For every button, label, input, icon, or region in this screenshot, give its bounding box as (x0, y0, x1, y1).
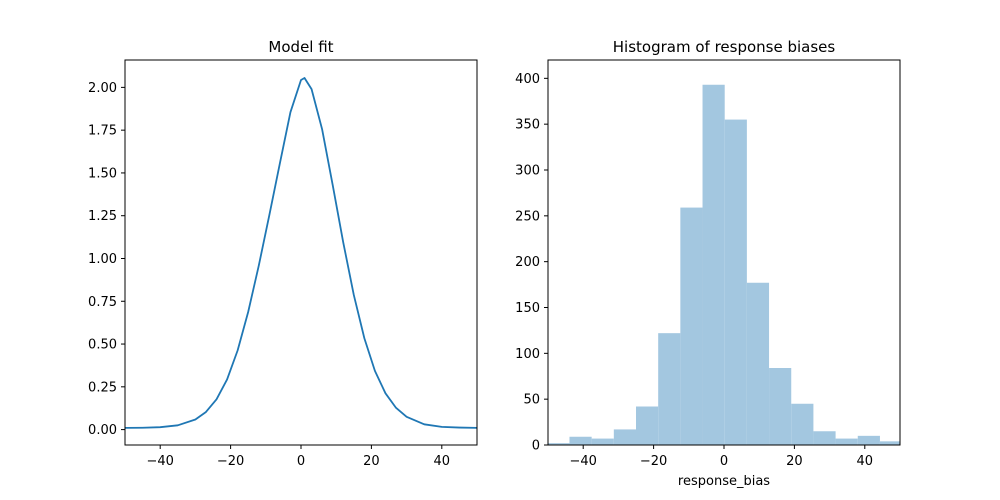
histogram-bar (724, 119, 747, 445)
model-fit-x-axis: −40 −20 0 20 40 (146, 445, 450, 469)
histogram-bar (813, 431, 836, 445)
y-tick-label: 50 (523, 393, 540, 408)
y-tick-label: 150 (515, 301, 540, 316)
y-tick-label: 100 (515, 347, 540, 362)
histogram-bar (613, 429, 636, 445)
model-fit-chart: Model fit −40 −20 0 20 40 0.00 0.25 0.50 0.75 1.… (88, 38, 478, 469)
x-tick-label: 40 (434, 454, 451, 469)
y-tick-label: 1.00 (88, 252, 117, 267)
y-tick-label: 250 (515, 209, 540, 224)
y-tick-label: 0.50 (88, 338, 117, 353)
histogram-bar (769, 368, 792, 445)
histogram-bar (702, 84, 725, 445)
histogram-bar (680, 207, 703, 445)
histogram-bar (569, 436, 592, 445)
y-tick-label: 1.50 (88, 166, 117, 181)
histogram-bar (835, 438, 858, 445)
model-fit-plot-area (124, 77, 478, 429)
y-tick-label: 0.00 (88, 423, 117, 438)
y-tick-label: 200 (515, 255, 540, 270)
histogram-bar (658, 333, 681, 445)
histogram-bar (879, 441, 900, 445)
model-fit-y-axis: 0.00 0.25 0.50 0.75 1.00 1.25 1.50 1.75 2.00 (88, 81, 125, 438)
y-tick-label: 2.00 (88, 81, 117, 96)
y-tick-label: 1.25 (88, 209, 117, 224)
histogram-chart: Histogram of response biases −40 −20 0 20 40… (515, 38, 901, 489)
x-tick-label: −40 (146, 454, 173, 469)
x-tick-label: 20 (363, 454, 380, 469)
model-fit-title: Model fit (268, 38, 333, 56)
x-tick-label: −20 (217, 454, 244, 469)
y-tick-label: 300 (515, 164, 540, 179)
x-tick-label: 0 (720, 454, 728, 469)
histogram-bar (746, 282, 770, 445)
model-fit-line (124, 77, 478, 429)
y-tick-label: 0.75 (88, 295, 117, 310)
y-tick-label: 1.75 (88, 124, 117, 139)
histogram-bar (591, 438, 614, 445)
x-tick-label: 40 (857, 454, 874, 469)
histogram-x-axis: −40 −20 0 20 40 (569, 445, 873, 469)
histogram-bar (857, 435, 880, 445)
histogram-x-axis-label: response_bias (678, 474, 770, 489)
y-tick-label: 0.25 (88, 380, 117, 395)
histogram-bar (548, 443, 570, 445)
histogram-bar (636, 406, 659, 445)
model-fit-axes-frame (124, 59, 478, 446)
histogram-title: Histogram of response biases (613, 38, 836, 56)
y-tick-label: 0 (532, 439, 540, 454)
x-tick-label: 0 (297, 454, 305, 469)
histogram-bar (791, 403, 814, 445)
x-tick-label: −20 (640, 454, 667, 469)
y-tick-label: 350 (515, 118, 540, 133)
x-tick-label: 20 (786, 454, 803, 469)
histogram-plot-area (548, 84, 900, 445)
histogram-y-axis: 0 50 100 150 200 250 300 350 400 (515, 72, 548, 454)
y-tick-label: 400 (515, 72, 540, 87)
x-tick-label: −40 (569, 454, 596, 469)
